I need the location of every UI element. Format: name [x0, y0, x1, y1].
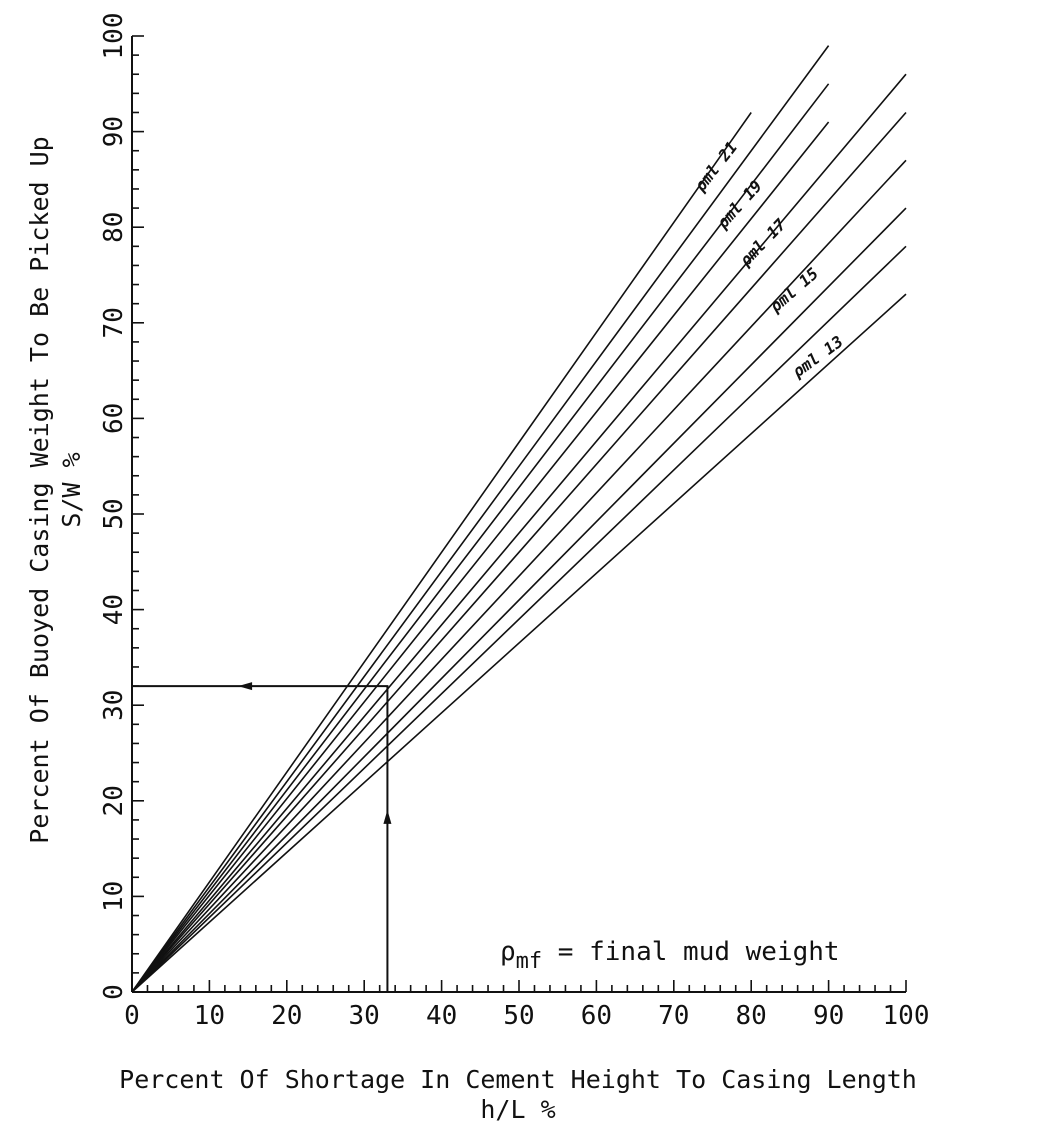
y-tick-label: 100 — [99, 13, 129, 60]
series-line-3 — [131, 83, 830, 993]
x-tick-label: 30 — [349, 1001, 380, 1031]
series-group — [131, 45, 907, 993]
series-line-5 — [131, 73, 907, 993]
x-tick-label: 50 — [503, 1001, 534, 1031]
tick-labels-group: 0 10 20 30 40 50 60 70 80 90 100 0 10 20 30 40 50 60 70 80 9… — [99, 13, 929, 1031]
y-tick-label: 40 — [99, 594, 129, 625]
y-axis-unit: S/W % — [57, 452, 86, 527]
series-line-4 — [131, 121, 830, 993]
series-line-2 — [131, 45, 830, 993]
y-tick-label: 30 — [99, 690, 129, 721]
y-tick-label: 0 — [99, 984, 129, 1000]
series-label-3: ρml 17 — [735, 215, 790, 271]
x-tick-label: 80 — [736, 1001, 767, 1031]
series-line-10 — [131, 293, 907, 993]
y-tick-label: 80 — [99, 212, 129, 243]
example-guides-group — [132, 682, 392, 992]
x-tick-label: 10 — [194, 1001, 225, 1031]
series-label-2: ρml 19 — [712, 177, 765, 233]
x-tick-label: 20 — [271, 1001, 302, 1031]
y-tick-label: 10 — [99, 881, 129, 912]
x-tick-label: 70 — [658, 1001, 689, 1031]
series-line-9 — [131, 245, 907, 993]
y-tick-label: 50 — [99, 498, 129, 529]
series-label-4: ρml 15 — [765, 264, 822, 317]
y-tick-label: 70 — [99, 307, 129, 338]
x-tick-label: 100 — [883, 1001, 930, 1031]
x-axis-title: Percent Of Shortage In Cement Height To … — [119, 1065, 917, 1094]
y-tick-label: 90 — [99, 116, 129, 147]
note-symbol: ρ — [500, 937, 516, 967]
x-axis-unit: h/L % — [480, 1095, 555, 1124]
series-line-1 — [131, 112, 752, 993]
series-line-7 — [131, 159, 907, 993]
axes-group — [131, 36, 906, 993]
series-line-6 — [131, 111, 907, 993]
x-tick-label: 0 — [124, 1001, 140, 1031]
y-tick-label: 60 — [99, 403, 129, 434]
series-label-1: ρml 21 — [690, 138, 741, 196]
example-guide-line — [132, 685, 389, 992]
left-arrow-head — [238, 682, 253, 691]
series-line-8 — [131, 207, 907, 993]
up-arrow-head — [383, 809, 392, 824]
x-tick-label: 40 — [426, 1001, 457, 1031]
y-axis-title: Percent Of Buoyed Casing Weight To Be Pi… — [25, 136, 54, 843]
note-text: = final mud weight — [542, 937, 839, 967]
x-tick-label: 60 — [581, 1001, 612, 1031]
note-subscript: mf — [516, 949, 543, 974]
mud-weight-note: ρmf = final mud weight — [500, 937, 840, 974]
x-tick-label: 90 — [813, 1001, 844, 1031]
ticks-group — [131, 35, 907, 993]
y-tick-label: 20 — [99, 785, 129, 816]
